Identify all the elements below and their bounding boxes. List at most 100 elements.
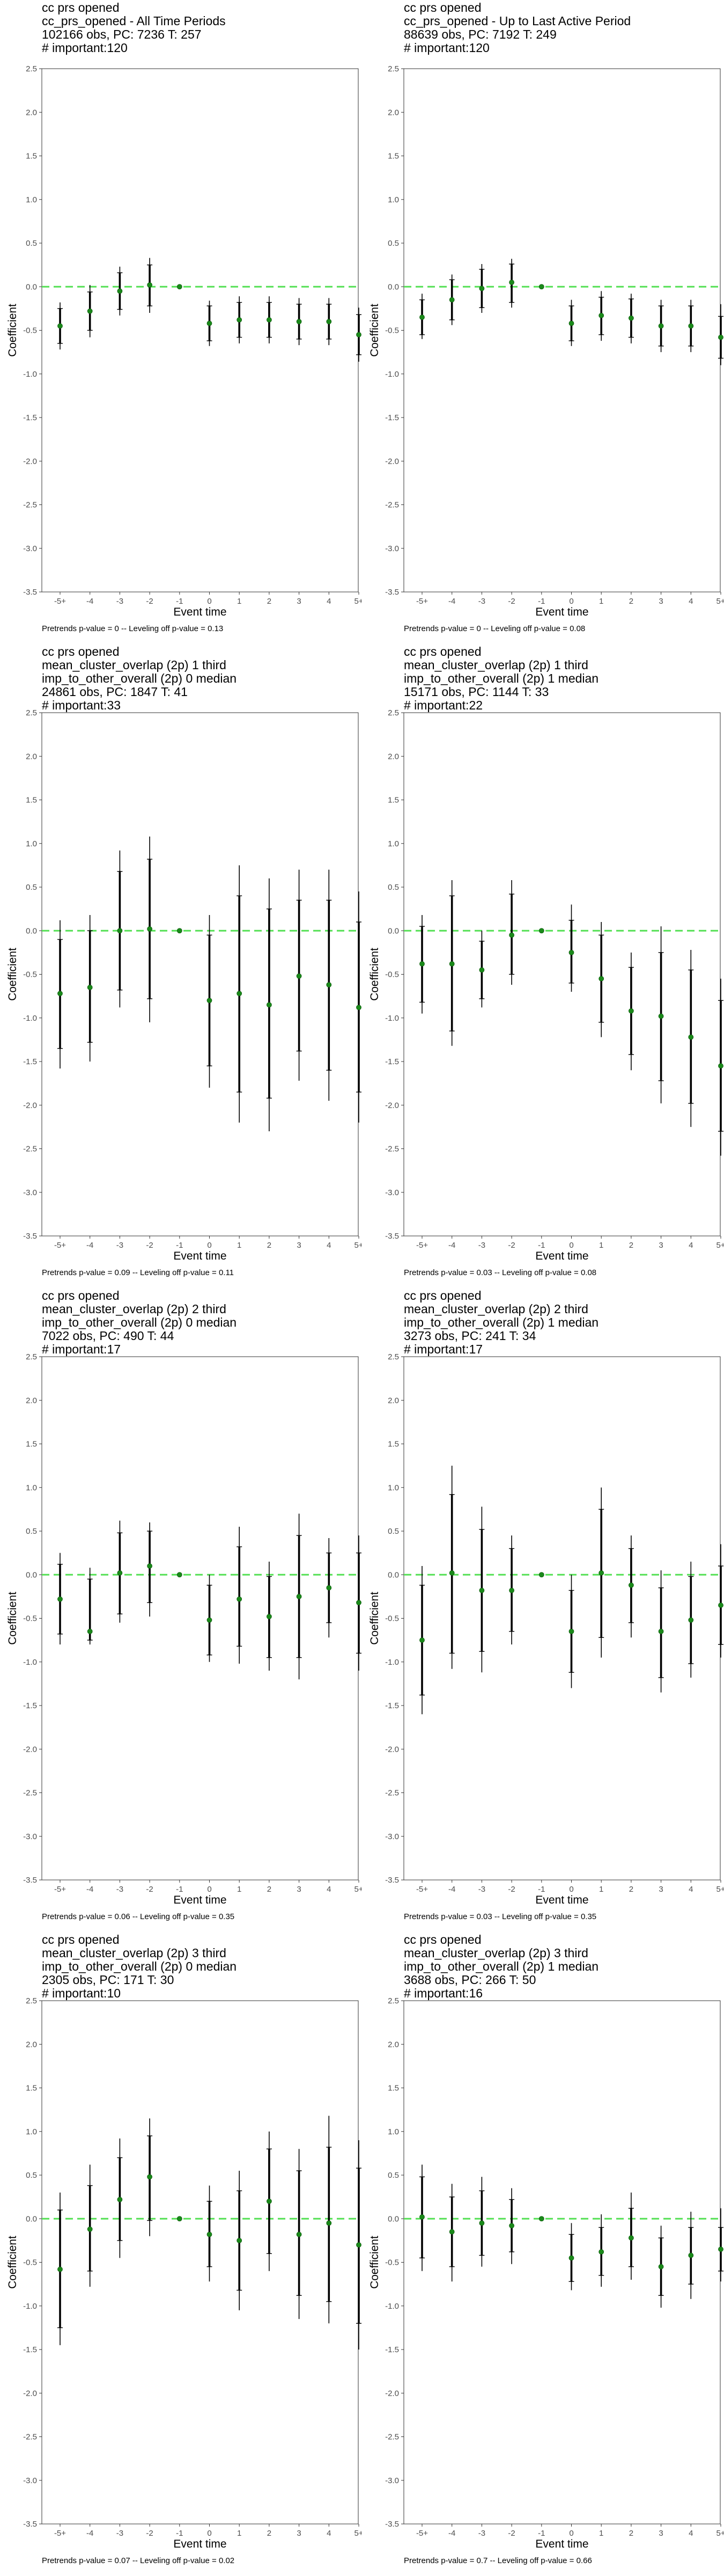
data-point (568, 1628, 574, 1634)
y-tick-label: -1.0 (385, 370, 399, 379)
x-tick-label: 0 (207, 597, 211, 606)
pretrends-label: Pretrends p-value = (42, 624, 115, 633)
data-point (449, 1570, 455, 1576)
chart-title-line: cc prs opened (404, 1, 482, 14)
y-tick-label: 1.0 (388, 1483, 399, 1492)
y-tick-label: -3.5 (385, 588, 399, 597)
x-tick-label: 3 (297, 2529, 301, 2538)
chart-title-line: # important:22 (404, 698, 483, 712)
y-tick-label: -0.5 (23, 326, 37, 335)
data-point (87, 1628, 93, 1634)
y-tick-label: -2.5 (23, 1789, 37, 1798)
y-tick-label: -0.5 (385, 326, 399, 335)
chart-panel: cc prs opened mean_cluster_overlap (2p) 1… (362, 644, 724, 1288)
pvalue-footnote: Pretrends p-value = 0.07 -- Leveling off… (42, 2556, 234, 2565)
y-tick-label: -1.5 (385, 413, 399, 422)
data-point (538, 2216, 544, 2222)
y-axis-label: Coefficient (368, 948, 381, 1001)
leveling-label: -- Leveling off p-value = (130, 1268, 219, 1277)
y-tick-label: 0.5 (388, 883, 399, 892)
data-point (237, 317, 242, 323)
x-axis-label: Event time (535, 2538, 588, 2550)
y-tick-label: 0.5 (388, 239, 399, 248)
data-point (356, 332, 361, 338)
y-tick-label: 2.5 (26, 64, 37, 74)
chart-title: cc prs opened mean_cluster_overlap (2p) 1… (42, 645, 237, 712)
chart-title-line: 7022 obs, PC: 490 T: 44 (42, 1329, 174, 1343)
leveling-label: -- Leveling off p-value = (130, 1912, 219, 1921)
x-axis-label: Event time (173, 2538, 226, 2550)
data-point (419, 961, 425, 967)
x-tick-label: -4 (86, 1885, 93, 1894)
chart-panel: cc prs opened cc_prs_opened - Up to Last … (362, 0, 724, 644)
y-tick-label: -1.0 (385, 2302, 399, 2311)
y-tick-label: 2.0 (388, 1396, 399, 1405)
chart-title-line: cc prs opened (404, 645, 482, 658)
y-tick-label: -1.0 (385, 1658, 399, 1667)
data-point (237, 1596, 242, 1602)
x-tick-label: -4 (86, 1241, 93, 1250)
y-tick-label: -2.5 (23, 501, 37, 510)
data-point (688, 1617, 694, 1623)
data-point (117, 288, 123, 294)
x-tick-label: 2 (267, 2529, 271, 2538)
data-point (176, 928, 182, 934)
x-tick-label: 1 (237, 1241, 241, 1250)
y-axis-label: Coefficient (6, 304, 19, 357)
y-tick-label: -3.0 (23, 544, 37, 553)
data-point (87, 308, 93, 314)
y-axis-label: Coefficient (368, 1592, 381, 1645)
chart-plot: 2.5 2.0 1.5 1.0 0.5 0.0 -0.5 -1.0 -1.5 -2.0 -2.5 -3… (368, 708, 724, 1262)
data-point (449, 2229, 455, 2235)
x-tick-label: -2 (146, 1241, 153, 1250)
y-tick-label: 1.5 (388, 796, 399, 805)
data-point (419, 2214, 425, 2220)
leveling-pvalue: 0.66 (576, 2556, 592, 2565)
x-tick-label: 1 (599, 597, 603, 606)
x-tick-label: -3 (478, 1241, 485, 1250)
pretrends-pvalue: 0.7 (476, 2556, 488, 2565)
data-point (117, 1570, 123, 1576)
x-tick-label: 2 (267, 1885, 271, 1894)
data-point (87, 984, 93, 990)
data-point (718, 2246, 723, 2252)
data-point (117, 2197, 123, 2202)
y-tick-label: 1.5 (388, 152, 399, 161)
chart-title: cc prs opened mean_cluster_overlap (2p) 2… (404, 1289, 599, 1356)
data-point (449, 297, 455, 303)
data-point (658, 2264, 664, 2270)
x-tick-label: 5+ (354, 2529, 362, 2538)
pretrends-label: Pretrends p-value = (404, 624, 477, 633)
data-point (206, 998, 212, 1004)
y-tick-label: 0.0 (388, 2214, 399, 2223)
y-tick-label: -1.0 (23, 2302, 37, 2311)
y-tick-label: -3.5 (385, 1876, 399, 1885)
pvalue-footnote: Pretrends p-value = 0.03 -- Leveling off… (404, 1268, 596, 1277)
x-tick-label: 5+ (354, 1885, 362, 1894)
chart-title: cc prs opened cc_prs_opened - All Time Pe… (42, 1, 226, 55)
leveling-label: -- Leveling off p-value = (492, 1268, 581, 1277)
pretrends-pvalue: 0.03 (476, 1912, 492, 1921)
x-tick-label: -4 (448, 2529, 455, 2538)
y-tick-label: -3.5 (23, 1232, 37, 1241)
data-point (237, 991, 242, 997)
data-point (237, 2237, 242, 2243)
data-point (356, 2242, 361, 2248)
x-tick-label: 4 (327, 1241, 331, 1250)
chart-title-line: 102166 obs, PC: 7236 T: 257 (42, 27, 202, 41)
data-point (147, 926, 153, 932)
chart-panel: cc prs opened mean_cluster_overlap (2p) 3… (0, 1932, 362, 2576)
x-tick-label: 0 (207, 1885, 211, 1894)
y-tick-label: -3.5 (23, 1876, 37, 1885)
chart-title-line: cc_prs_opened - All Time Periods (42, 14, 226, 28)
leveling-pvalue: 0.35 (580, 1912, 597, 1921)
data-point (628, 1008, 634, 1014)
chart-title-line: 88639 obs, PC: 7192 T: 249 (404, 27, 557, 41)
data-point (356, 1600, 361, 1606)
chart-title-line: 15171 obs, PC: 1144 T: 33 (404, 685, 549, 699)
chart-title-line: mean_cluster_overlap (2p) 1 third (404, 658, 588, 672)
data-point (326, 1585, 332, 1591)
x-tick-label: 3 (659, 2529, 663, 2538)
chart-title-line: cc prs opened (42, 1, 120, 14)
y-tick-label: -2.0 (385, 2389, 399, 2398)
